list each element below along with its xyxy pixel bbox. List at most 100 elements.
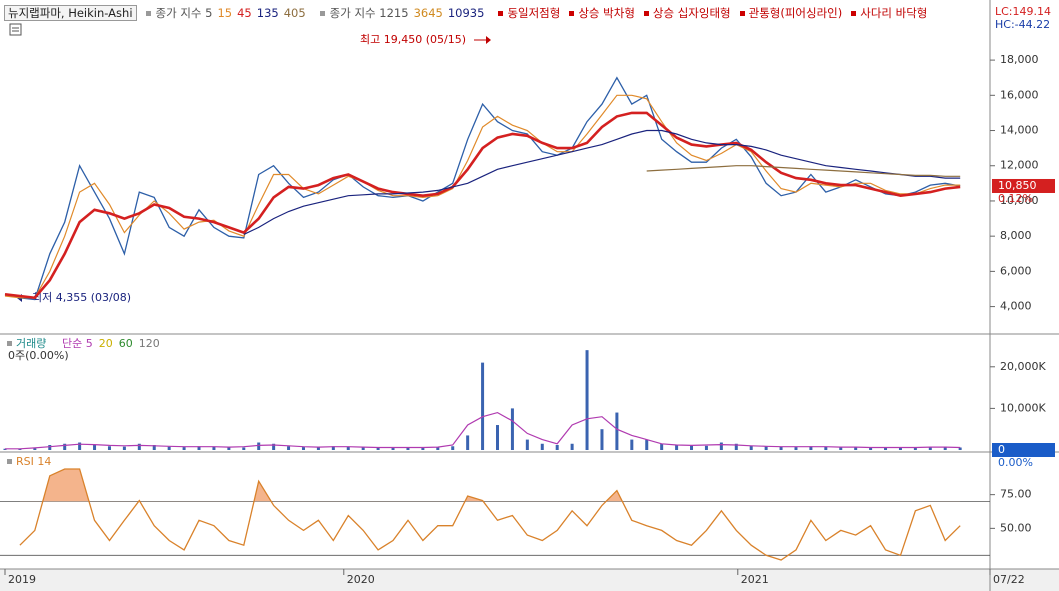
volume-bar: [197, 446, 201, 450]
high-annotation: 최고 19,450 (05/15): [360, 33, 466, 46]
last-change: 0.00%: [998, 456, 1033, 469]
lc-value: LC:149.14: [995, 5, 1051, 18]
y-tick-label: 10,000: [1000, 194, 1039, 207]
y-tick-label: 6,000: [1000, 264, 1032, 277]
volume-bar: [660, 443, 664, 450]
legend-entry: 3645: [413, 6, 443, 20]
legend-marker: [7, 341, 12, 346]
settings-icon[interactable]: [9, 23, 22, 36]
volume-bar: [391, 447, 395, 450]
ma-line: [646, 165, 961, 177]
volume-bar: [242, 447, 246, 450]
volume-bar: [152, 445, 156, 450]
last-value-label: 10,850: [998, 179, 1037, 192]
volume-bar: [361, 447, 365, 450]
pattern-label: 상승 박차형: [578, 6, 635, 20]
legend-marker: [7, 459, 12, 464]
time-axis-bg: [0, 569, 1059, 591]
volume-bar: [570, 443, 574, 450]
price-line: [19, 468, 961, 561]
last-value-box: [992, 443, 1055, 457]
x-tick-label: 2020: [347, 573, 375, 586]
legend-entry: 단순 5: [62, 337, 93, 350]
volume-bar: [928, 447, 932, 450]
volume-bar: [48, 445, 52, 450]
volume-bar: [824, 446, 828, 450]
volume-bar: [555, 445, 559, 450]
last-change: 0.12%: [998, 192, 1033, 205]
volume-bar: [406, 447, 410, 450]
volume-bar: [540, 443, 544, 450]
last-value-box: [992, 178, 1055, 193]
volume-bar: [869, 447, 873, 450]
y-tick-label: 20,000K: [1000, 360, 1046, 373]
price-line: [4, 76, 961, 301]
legend-entry: 60: [119, 337, 133, 350]
volume-bar: [93, 444, 97, 450]
pattern-label: 동일저점형: [507, 6, 561, 20]
chart-title: 뉴지랩파마, Heikin-Ashi: [4, 5, 137, 21]
volume-bar: [839, 447, 843, 450]
y-tick-label: 75.00: [1000, 488, 1032, 501]
volume-bar: [466, 435, 470, 450]
volume-bar: [510, 408, 514, 450]
y-tick-label: 12,000: [1000, 159, 1039, 172]
legend-entry: 120: [139, 337, 160, 350]
pattern-label: 상승 십자잉태형: [652, 6, 731, 20]
volume-bar: [331, 446, 335, 450]
volume-bar: [645, 439, 649, 450]
x-tick-label: 2021: [741, 573, 769, 586]
volume-bar: [107, 446, 111, 450]
volume-bar: [78, 442, 82, 450]
volume-bar: [704, 445, 708, 450]
y-tick-label: 50.00: [1000, 521, 1032, 534]
annotation-arrowhead: [486, 36, 491, 44]
volume-bar: [421, 447, 425, 450]
volume-bar: [33, 448, 37, 450]
volume-bar: [779, 446, 783, 450]
volume-bar: [137, 443, 141, 450]
y-tick-label: 8,000: [1000, 229, 1032, 242]
volume-bar: [212, 446, 216, 450]
volume-bar: [227, 447, 231, 450]
volume-bar: [958, 447, 962, 450]
volume-bar: [600, 429, 604, 450]
y-tick-label: 10,000K: [1000, 401, 1046, 414]
long-legend: 3645 10935: [414, 6, 490, 20]
volume-bar: [630, 439, 634, 450]
volume-bar: [376, 447, 380, 450]
last-value-label: 0: [998, 443, 1005, 456]
ma-line: [5, 411, 961, 450]
volume-bar: [436, 447, 440, 450]
long-prefix: 종가 지수 1215: [329, 6, 409, 20]
volume-bar: [884, 447, 888, 450]
volume-bar: [749, 445, 753, 450]
volume-bar: [346, 446, 350, 450]
x-tick-label: 07/22: [993, 573, 1025, 586]
ma-line: [243, 129, 961, 235]
volume-bar: [898, 447, 902, 450]
ma-legend: 15 45 135 405: [217, 6, 310, 20]
rsi-title: RSI 14: [16, 455, 51, 468]
hc-value: HC:-44.22: [995, 18, 1050, 31]
volume-bar: [63, 443, 67, 450]
volume-bar: [316, 447, 320, 450]
volume-bar: [496, 425, 499, 450]
volume-bar: [301, 447, 305, 450]
low-annotation: 최저 4,355 (03/08): [32, 291, 131, 304]
x-tick-label: 2019: [8, 573, 36, 586]
volume-bar: [122, 446, 126, 450]
y-tick-label: 18,000: [1000, 53, 1039, 66]
header: 뉴지랩파마, Heikin-Ashi 종가 지수 5 15 45 135 405 종가 지수…: [4, 5, 937, 21]
volume-bar: [481, 362, 485, 450]
volume-bar: [854, 447, 858, 450]
volume-bar: [734, 443, 738, 450]
legend-entry: 20: [99, 337, 113, 350]
y-tick-label: 4,000: [1000, 300, 1032, 313]
volume-bar: [675, 445, 679, 450]
volume-bar: [943, 446, 947, 450]
y-tick-label: 14,000: [1000, 124, 1039, 137]
volume-bar: [615, 412, 619, 450]
